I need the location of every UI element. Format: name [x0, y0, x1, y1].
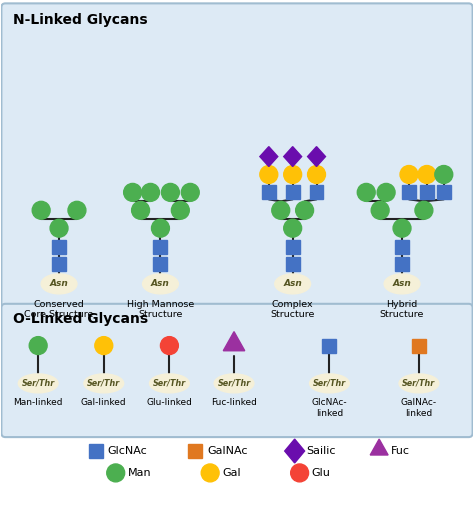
Bar — [437, 186, 451, 200]
Text: Glu-linked: Glu-linked — [146, 398, 192, 408]
Bar — [420, 186, 434, 200]
Circle shape — [296, 201, 313, 219]
Bar — [322, 339, 337, 353]
Ellipse shape — [275, 274, 310, 294]
Text: Gal-linked: Gal-linked — [81, 398, 127, 408]
Text: High Mannose
Structure: High Mannose Structure — [127, 300, 194, 319]
Ellipse shape — [41, 274, 77, 294]
Text: Gal: Gal — [222, 468, 241, 478]
Circle shape — [393, 219, 411, 237]
Bar — [412, 339, 426, 353]
Text: Ser/Thr: Ser/Thr — [21, 379, 55, 388]
Circle shape — [284, 165, 301, 184]
Bar — [89, 444, 103, 458]
Ellipse shape — [384, 274, 420, 294]
Bar — [188, 444, 202, 458]
Circle shape — [415, 201, 433, 219]
Text: Ser/Thr: Ser/Thr — [313, 379, 346, 388]
Circle shape — [284, 219, 301, 237]
Text: Asn: Asn — [50, 279, 68, 288]
Circle shape — [32, 201, 50, 219]
Circle shape — [29, 337, 47, 354]
Polygon shape — [370, 439, 388, 455]
Bar — [286, 186, 300, 200]
Text: Glu: Glu — [311, 468, 330, 478]
Ellipse shape — [149, 374, 189, 393]
Bar — [402, 186, 416, 200]
Circle shape — [377, 184, 395, 201]
Circle shape — [400, 165, 418, 184]
Bar — [262, 186, 276, 200]
Bar — [154, 257, 167, 271]
Polygon shape — [223, 331, 245, 351]
Circle shape — [418, 165, 436, 184]
Ellipse shape — [18, 374, 58, 393]
Ellipse shape — [399, 374, 439, 393]
Text: Fuc-linked: Fuc-linked — [211, 398, 257, 408]
Circle shape — [201, 464, 219, 482]
Bar — [154, 240, 167, 254]
Ellipse shape — [214, 374, 254, 393]
Text: Man: Man — [128, 468, 151, 478]
Text: N-Linked Glycans: N-Linked Glycans — [13, 13, 148, 27]
Ellipse shape — [143, 274, 178, 294]
Bar — [52, 257, 66, 271]
Text: GlcNAc: GlcNAc — [108, 446, 147, 456]
Circle shape — [124, 184, 142, 201]
FancyBboxPatch shape — [1, 304, 473, 437]
Bar — [395, 257, 409, 271]
Text: Complex
Structure: Complex Structure — [271, 300, 315, 319]
Circle shape — [68, 201, 86, 219]
Polygon shape — [285, 439, 305, 463]
Circle shape — [172, 201, 189, 219]
Text: Sailic: Sailic — [307, 446, 336, 456]
Text: GlcNAc-
linked: GlcNAc- linked — [311, 398, 347, 418]
Bar — [395, 240, 409, 254]
Bar — [286, 257, 300, 271]
Text: Conserved
Core Structure: Conserved Core Structure — [24, 300, 94, 319]
Text: Ser/Thr: Ser/Thr — [153, 379, 186, 388]
Circle shape — [95, 337, 113, 354]
Circle shape — [435, 165, 453, 184]
Ellipse shape — [84, 374, 124, 393]
Bar — [52, 240, 66, 254]
Text: Ser/Thr: Ser/Thr — [87, 379, 120, 388]
Text: Ser/Thr: Ser/Thr — [218, 379, 251, 388]
Circle shape — [308, 165, 326, 184]
FancyBboxPatch shape — [1, 3, 473, 308]
Polygon shape — [284, 147, 301, 167]
Circle shape — [371, 201, 389, 219]
Circle shape — [132, 201, 149, 219]
Bar — [286, 240, 300, 254]
Circle shape — [260, 165, 278, 184]
Circle shape — [182, 184, 199, 201]
Circle shape — [162, 184, 179, 201]
Circle shape — [152, 219, 169, 237]
Bar — [310, 186, 323, 200]
Text: Fuc: Fuc — [391, 446, 410, 456]
Polygon shape — [260, 147, 278, 167]
Text: Asn: Asn — [151, 279, 170, 288]
Text: Asn: Asn — [392, 279, 411, 288]
Circle shape — [291, 464, 309, 482]
Circle shape — [50, 219, 68, 237]
Text: GalNAc: GalNAc — [207, 446, 248, 456]
Circle shape — [107, 464, 125, 482]
Text: O-Linked Glycans: O-Linked Glycans — [13, 312, 148, 326]
Text: Asn: Asn — [283, 279, 302, 288]
Text: Hybrid
Structure: Hybrid Structure — [380, 300, 424, 319]
Polygon shape — [308, 147, 326, 167]
Circle shape — [161, 337, 178, 354]
Circle shape — [142, 184, 159, 201]
Circle shape — [272, 201, 290, 219]
Text: Man-linked: Man-linked — [13, 398, 63, 408]
Text: Ser/Thr: Ser/Thr — [402, 379, 436, 388]
Circle shape — [357, 184, 375, 201]
Text: GalNAc-
linked: GalNAc- linked — [401, 398, 437, 418]
Ellipse shape — [310, 374, 349, 393]
